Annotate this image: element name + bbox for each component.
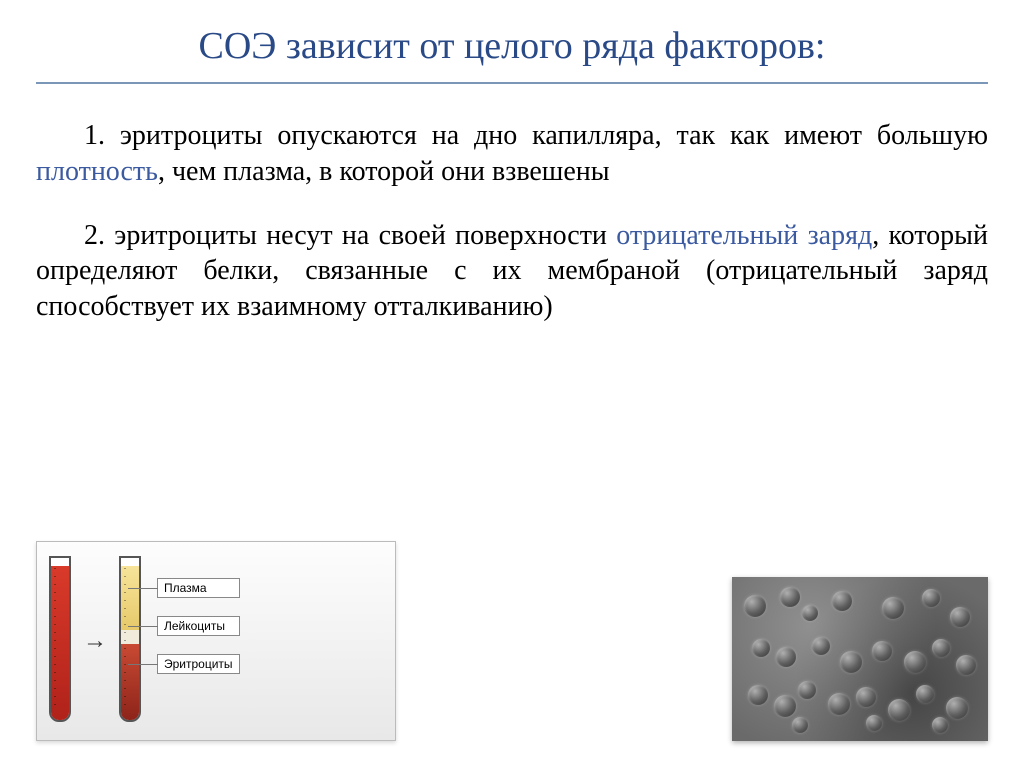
paragraph-2: 2. эритроциты несут на своей поверхности… [36,218,988,325]
point-number: 2. [84,220,105,251]
cell-icon [950,607,970,627]
cell-icon [932,717,948,733]
cell-icon [872,641,892,661]
paragraph-1: 1. эритроциты опускаются на дно капилляр… [36,118,988,190]
cell-icon [882,597,904,619]
cell-icon [888,699,910,721]
tube-whole-blood [49,556,71,722]
slide: СОЭ зависит от целого ряда факторов: 1. … [0,0,1024,767]
paragraph-text: эритроциты опускаются на дно капилляра, … [105,120,988,151]
cell-icon [744,595,766,617]
paragraph-text: , чем плазма, в которой они взвешены [158,156,610,187]
label-plasma: Плазма [157,578,240,598]
labels-column: Плазма Лейкоциты Эритроциты [157,556,240,674]
arrow-icon: → [83,628,107,655]
label-erythrocytes: Эритроциты [157,654,240,674]
tube-separated [119,556,141,722]
cell-icon [774,695,796,717]
cell-icon [748,685,768,705]
label-leukocytes: Лейкоциты [157,616,240,636]
highlight-term: отрицательный заряд [616,220,872,251]
tube-ticks [124,568,126,710]
tubes-group: → Плазма Лейкоциты Эритроциты [49,556,383,726]
cell-icon [812,637,830,655]
cell-icon [798,681,816,699]
cell-icon [866,715,882,731]
cell-icon [840,651,862,673]
cell-icon [932,639,950,657]
point-number: 1. [84,120,105,151]
cell-icon [856,687,876,707]
micrograph-frame [732,577,988,741]
cell-icon [828,693,850,715]
cell-icon [832,591,852,611]
cell-icon [776,647,796,667]
images-row: → Плазма Лейкоциты Эритроциты [36,541,988,741]
cell-icon [946,697,968,719]
cell-icon [802,605,818,621]
tube-diagram: → Плазма Лейкоциты Эритроциты [36,541,396,741]
cell-icon [792,717,808,733]
cell-icon [956,655,976,675]
cell-icon [922,589,940,607]
slide-title: СОЭ зависит от целого ряда факторов: [36,24,988,68]
cell-icon [780,587,800,607]
cell-icon [904,651,926,673]
paragraph-text: эритроциты несут на своей поверхности [105,220,616,251]
tube-ticks [54,568,56,710]
highlight-term: плотность [36,156,158,187]
content-body: 1. эритроциты опускаются на дно капилляр… [36,118,988,325]
title-divider [36,82,988,84]
cell-icon [752,639,770,657]
micrograph-image [732,577,988,741]
cell-icon [916,685,934,703]
